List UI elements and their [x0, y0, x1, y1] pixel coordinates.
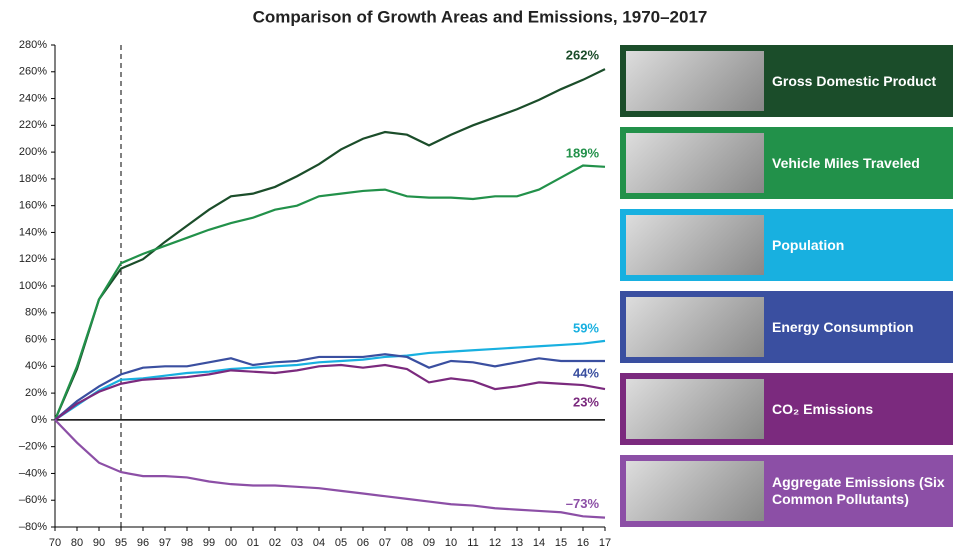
legend-photo: [626, 461, 764, 521]
y-tick-label: 20%: [25, 387, 47, 399]
value-label: 23%: [573, 395, 599, 410]
y-tick-label: 240%: [19, 92, 47, 104]
x-tick-label: 70: [49, 537, 61, 549]
x-tick-label: 15: [555, 537, 567, 549]
series-line: [55, 69, 605, 420]
y-tick-label: 120%: [19, 253, 47, 265]
value-label: –73%: [566, 496, 600, 511]
value-label: 44%: [573, 365, 599, 380]
legend-item: Population: [620, 209, 953, 281]
value-label: 189%: [566, 145, 600, 160]
x-tick-label: 98: [181, 537, 193, 549]
series-line: [55, 420, 605, 518]
legend-item: Aggregate Emissions (Six Common Pollutan…: [620, 455, 953, 527]
x-tick-label: 10: [445, 537, 457, 549]
y-tick-label: 160%: [19, 200, 47, 212]
chart-title: Comparison of Growth Areas and Emissions…: [253, 7, 708, 26]
legend-item: Energy Consumption: [620, 291, 953, 363]
legend-label: Gross Domestic Product: [772, 45, 949, 117]
legend-photo: [626, 379, 764, 439]
legend-photo: [626, 51, 764, 111]
y-tick-label: –40%: [19, 467, 47, 479]
x-tick-label: 95: [115, 537, 127, 549]
y-tick-label: 0%: [31, 414, 47, 426]
x-tick-label: 96: [137, 537, 149, 549]
value-label: 262%: [566, 48, 600, 63]
x-tick-label: 04: [313, 537, 325, 549]
y-tick-label: 100%: [19, 280, 47, 292]
legend-photo: [626, 297, 764, 357]
x-tick-label: 11: [467, 537, 478, 549]
y-tick-label: 180%: [19, 173, 47, 185]
legend-label: Aggregate Emissions (Six Common Pollutan…: [772, 455, 949, 527]
y-tick-label: 80%: [25, 307, 47, 319]
legend-item: Gross Domestic Product: [620, 45, 953, 117]
legend-photo: [626, 133, 764, 193]
legend-label: Energy Consumption: [772, 291, 949, 363]
x-tick-label: 01: [247, 537, 259, 549]
x-tick-label: 09: [423, 537, 435, 549]
y-tick-label: –80%: [19, 521, 47, 533]
x-tick-label: 17: [599, 537, 611, 549]
y-tick-label: 200%: [19, 146, 47, 158]
x-tick-label: 07: [379, 537, 391, 549]
x-tick-label: 02: [269, 537, 281, 549]
y-tick-label: 60%: [25, 333, 47, 345]
y-tick-label: 140%: [19, 226, 47, 238]
legend-photo: [626, 215, 764, 275]
x-tick-label: 97: [159, 537, 171, 549]
x-tick-label: 16: [577, 537, 589, 549]
x-tick-label: 00: [225, 537, 237, 549]
y-tick-label: 260%: [19, 66, 47, 78]
y-tick-label: 280%: [19, 39, 47, 51]
y-tick-label: –20%: [19, 441, 47, 453]
legend-item: CO₂ Emissions: [620, 373, 953, 445]
x-tick-label: 05: [335, 537, 347, 549]
legend-label: Population: [772, 209, 949, 281]
legend-item: Vehicle Miles Traveled: [620, 127, 953, 199]
series-line: [55, 365, 605, 420]
legend-label: Vehicle Miles Traveled: [772, 127, 949, 199]
x-tick-label: 13: [511, 537, 523, 549]
y-tick-label: 40%: [25, 360, 47, 372]
x-tick-label: 99: [203, 537, 215, 549]
x-tick-label: 06: [357, 537, 369, 549]
x-tick-label: 90: [93, 537, 105, 549]
series-line: [55, 354, 605, 420]
legend-label: CO₂ Emissions: [772, 373, 949, 445]
x-tick-label: 12: [489, 537, 501, 549]
x-tick-label: 80: [71, 537, 83, 549]
x-tick-label: 14: [533, 537, 545, 549]
y-tick-label: 220%: [19, 119, 47, 131]
value-label: 59%: [573, 320, 599, 335]
page: Comparison of Growth Areas and Emissions…: [0, 0, 955, 551]
x-tick-label: 08: [401, 537, 413, 549]
y-tick-label: –60%: [19, 494, 47, 506]
x-tick-label: 03: [291, 537, 303, 549]
